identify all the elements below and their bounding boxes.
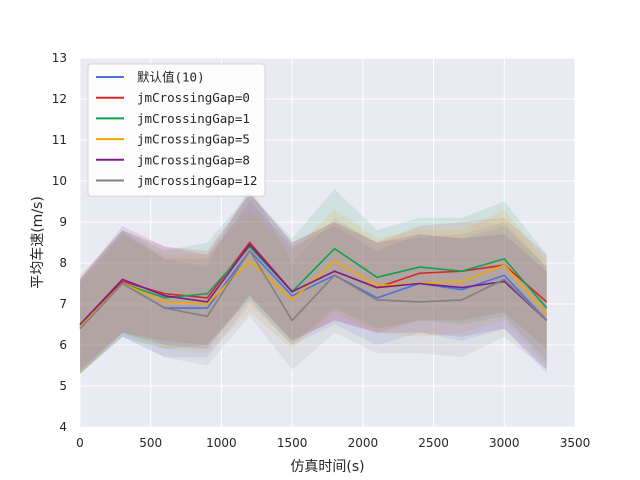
y-axis-label: 平均车速(m/s) <box>29 196 46 289</box>
x-tick-label: 3000 <box>489 436 520 450</box>
legend-box <box>87 63 266 197</box>
y-tick-label: 10 <box>52 174 67 188</box>
legend: 默认值(10) jmCrossingGap=0 jmCrossingGap=1 jmC… <box>87 63 266 197</box>
series-lines <box>79 241 548 330</box>
x-tick-label: 1000 <box>206 436 237 450</box>
x-tick-label: 0 <box>76 436 84 450</box>
legend-label-4: jmCrossingGap=8 <box>137 152 250 167</box>
confidence-band-0 <box>80 201 547 374</box>
x-axis-label: 仿真时间(s) <box>290 459 364 475</box>
x-tick-label: 2500 <box>418 436 449 450</box>
series-line-3 <box>79 259 548 328</box>
x-tick-label: 2000 <box>348 436 379 450</box>
y-tick-label: 6 <box>59 338 67 352</box>
confidence-band-1 <box>80 193 547 374</box>
y-tick-label: 12 <box>52 92 67 106</box>
y-tick-label: 9 <box>59 215 67 229</box>
tick-labels: 4 5 6 7 8 9 10 11 12 13 0 500 1000 1500 2000 2500 3000 35… <box>52 51 591 450</box>
x-tick-label: 3500 <box>560 436 591 450</box>
x-tick-label: 1500 <box>277 436 308 450</box>
y-tick-label: 11 <box>52 133 67 147</box>
legend-label-2: jmCrossingGap=1 <box>137 111 250 126</box>
series-line-4 <box>79 243 548 326</box>
legend-label-1: jmCrossingGap=0 <box>137 90 250 105</box>
y-tick-label: 8 <box>59 256 67 270</box>
confidence-band-3 <box>80 209 547 374</box>
y-tick-label: 4 <box>59 420 67 434</box>
y-tick-label: 7 <box>59 297 67 311</box>
series-line-5 <box>79 249 548 330</box>
series-line-2 <box>79 245 548 330</box>
y-tick-label: 5 <box>59 379 67 393</box>
x-tick-label: 500 <box>139 436 162 450</box>
legend-label-0: 默认值(10) <box>137 70 205 85</box>
legend-label-3: jmCrossingGap=5 <box>137 132 250 147</box>
legend-label-5: jmCrossingGap=12 <box>137 173 257 188</box>
y-tick-label: 13 <box>52 51 67 65</box>
confidence-bands <box>80 185 547 374</box>
